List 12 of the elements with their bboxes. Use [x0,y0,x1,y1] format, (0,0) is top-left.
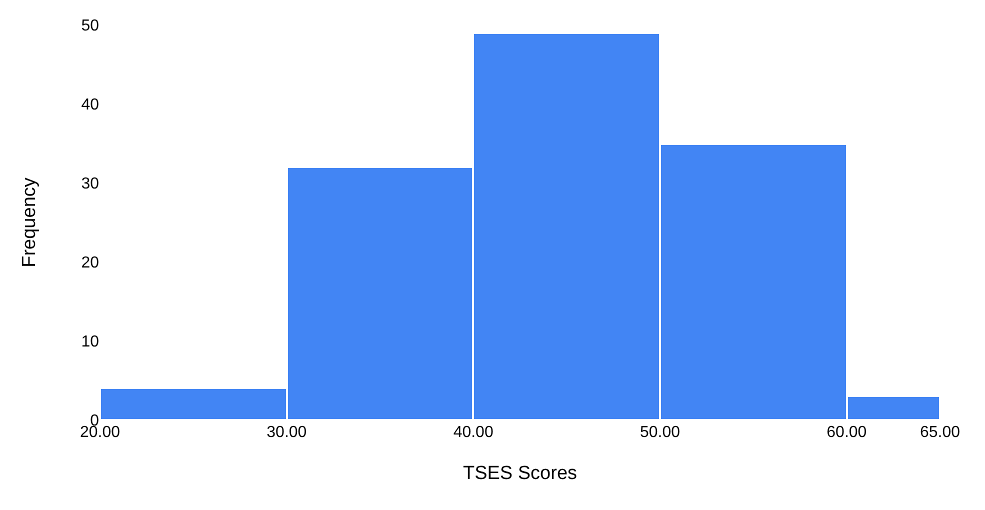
x-tick-label: 50.00 [640,424,680,441]
x-tick-label: 65.00 [920,424,960,441]
y-tick-label: 50 [81,18,100,35]
x-tick-label: 40.00 [453,424,494,441]
x-axis-title: TSES Scores [462,462,578,484]
y-axis-title: Frequency [19,177,40,268]
x-tick-label: 30.00 [266,424,307,441]
y-tick-label: 10 [81,334,100,351]
x-tick-label: 60.00 [826,424,867,441]
y-tick-label: 40 [81,96,100,114]
y-tick-label: 30 [81,176,100,193]
y-tick-label: 20 [81,254,100,272]
